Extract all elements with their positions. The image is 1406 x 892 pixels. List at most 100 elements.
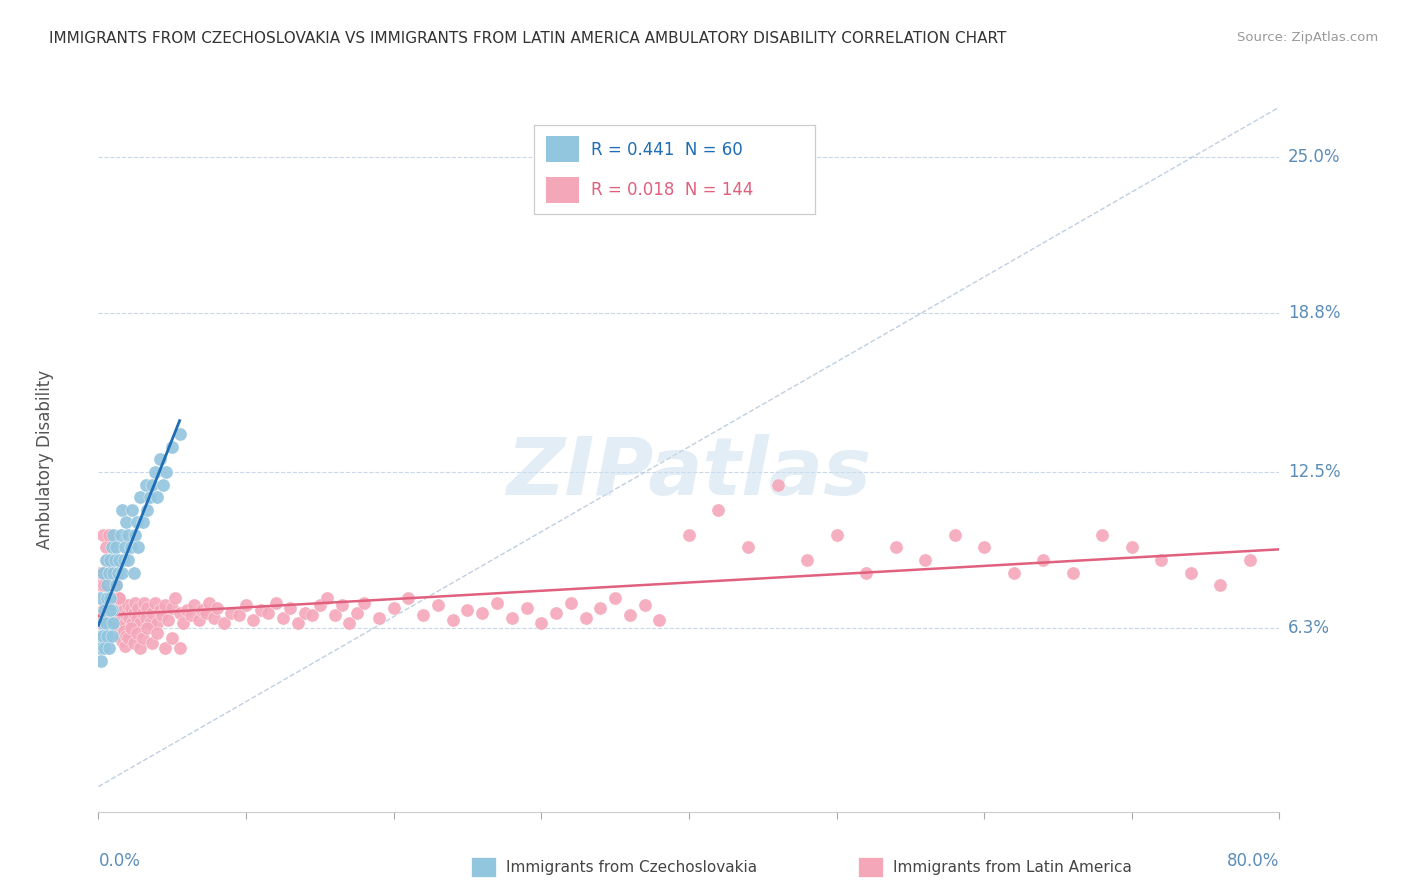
Point (100, 541, 122, 555)
Point (855, 566, 877, 580)
Point (100, 578, 122, 592)
Point (117, 599, 139, 613)
Point (117, 528, 139, 542)
Point (1180, 566, 1202, 580)
Point (117, 553, 139, 567)
Point (104, 591, 127, 605)
Point (98, 566, 121, 580)
Text: Immigrants from Czechoslovakia: Immigrants from Czechoslovakia (506, 860, 758, 874)
Point (707, 502, 730, 516)
Point (89, 566, 111, 580)
Point (139, 615, 162, 630)
Point (107, 591, 129, 605)
Point (619, 608, 641, 623)
Point (162, 440, 183, 454)
Point (287, 615, 309, 630)
Text: IMMIGRANTS FROM CZECHOSLOVAKIA VS IMMIGRANTS FROM LATIN AMERICA AMBULATORY DISAB: IMMIGRANTS FROM CZECHOSLOVAKIA VS IMMIGR… (49, 31, 1007, 46)
Point (796, 553, 818, 567)
Text: 0.0%: 0.0% (98, 852, 141, 870)
Point (114, 541, 136, 555)
Point (176, 603, 198, 617)
Point (1062, 566, 1084, 580)
Point (169, 427, 191, 442)
Point (93, 641, 115, 656)
Point (141, 636, 163, 650)
Point (105, 578, 128, 592)
Point (143, 596, 166, 610)
Point (1150, 553, 1173, 567)
Point (530, 615, 553, 630)
Point (91, 528, 114, 542)
Point (546, 606, 568, 620)
Point (1002, 566, 1025, 580)
Text: ZIPatlas: ZIPatlas (506, 434, 872, 513)
Point (146, 490, 169, 504)
Point (111, 566, 134, 580)
Point (136, 600, 159, 615)
Point (195, 606, 218, 620)
Text: R = 0.018  N = 144: R = 0.018 N = 144 (591, 181, 752, 199)
Point (766, 477, 789, 491)
Point (117, 631, 139, 645)
Point (149, 603, 172, 617)
Point (115, 516, 138, 530)
Point (111, 502, 134, 516)
Point (96, 614, 118, 628)
Point (90, 608, 112, 623)
Point (118, 611, 141, 625)
Point (112, 624, 135, 638)
Point (96, 628, 118, 642)
Point (634, 599, 657, 613)
Point (169, 606, 191, 620)
Point (115, 608, 138, 623)
Point (914, 553, 936, 567)
Point (96, 553, 118, 567)
Point (98, 553, 121, 567)
Point (105, 541, 128, 555)
Text: 25.0%: 25.0% (1288, 148, 1340, 167)
Point (198, 596, 221, 610)
Point (1239, 553, 1261, 567)
Point (264, 596, 287, 610)
Point (153, 599, 176, 613)
Point (165, 591, 187, 605)
Point (90, 654, 112, 668)
Point (235, 599, 257, 613)
Point (139, 490, 162, 504)
Point (107, 618, 129, 632)
Point (100, 611, 122, 625)
Point (205, 600, 228, 615)
Point (94, 628, 117, 642)
Point (96, 591, 118, 605)
Point (100, 603, 122, 617)
Point (316, 591, 339, 605)
Bar (546, 177, 579, 203)
Point (121, 615, 143, 630)
Point (368, 611, 391, 625)
Point (104, 578, 127, 592)
Point (162, 600, 183, 615)
Point (150, 608, 173, 623)
Point (115, 628, 138, 642)
Point (96, 578, 118, 592)
Point (309, 599, 332, 613)
Point (153, 641, 176, 656)
Point (169, 641, 191, 656)
Point (605, 591, 627, 605)
Point (112, 553, 135, 567)
Point (441, 614, 464, 628)
Point (156, 614, 179, 628)
Point (108, 553, 131, 567)
Point (90, 578, 112, 592)
Point (301, 608, 323, 623)
Point (91, 566, 114, 580)
Point (353, 596, 375, 610)
Text: R = 0.441  N = 60: R = 0.441 N = 60 (591, 141, 742, 159)
Point (1209, 578, 1232, 592)
Point (180, 608, 202, 623)
Point (486, 596, 509, 610)
Point (202, 611, 225, 625)
Point (93, 641, 115, 656)
Point (91, 628, 114, 642)
Point (382, 600, 405, 615)
